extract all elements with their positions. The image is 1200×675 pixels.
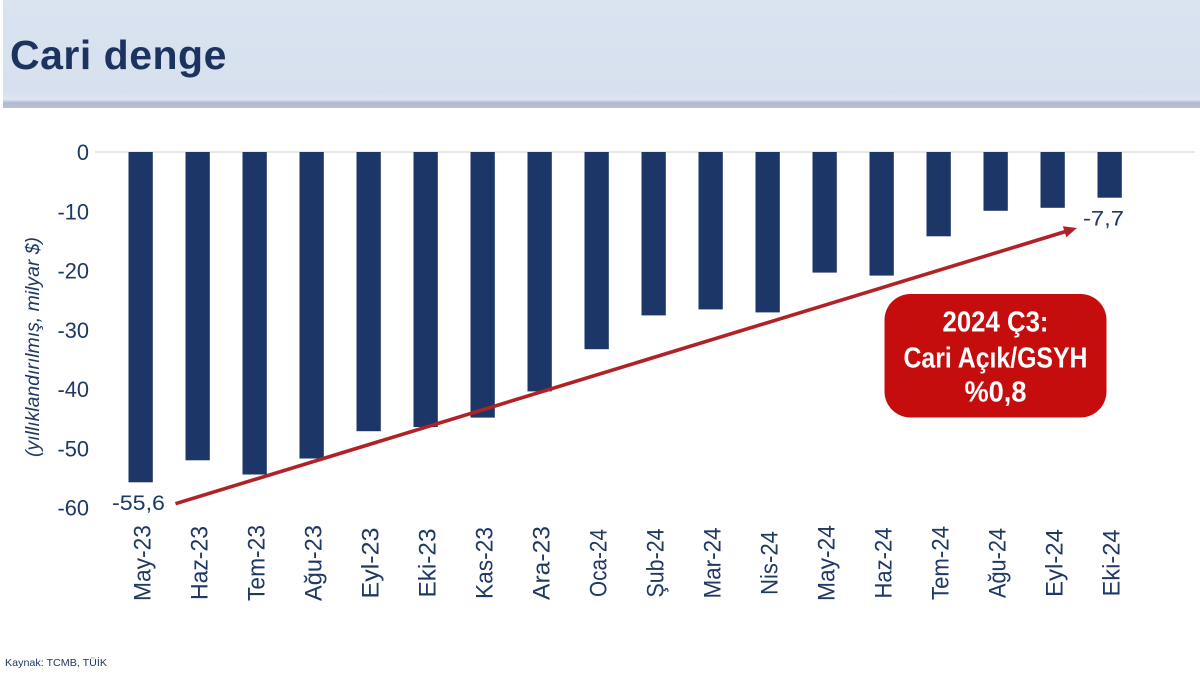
- svg-text:-20: -20: [57, 259, 89, 284]
- svg-text:May-24: May-24: [814, 525, 840, 601]
- svg-text:-30: -30: [57, 318, 89, 343]
- svg-text:-60: -60: [57, 496, 89, 521]
- svg-text:Eyl-24: Eyl-24: [1042, 529, 1068, 597]
- svg-text:-7,7: -7,7: [1083, 208, 1124, 231]
- svg-text:-40: -40: [57, 377, 89, 402]
- svg-text:Cari Açık/GSYH: Cari Açık/GSYH: [904, 343, 1088, 375]
- svg-text:-10: -10: [57, 199, 89, 224]
- svg-text:Ara-23: Ara-23: [529, 526, 555, 600]
- svg-text:Ağu-23: Ağu-23: [301, 525, 327, 601]
- svg-text:2024 Ç3:: 2024 Ç3:: [943, 307, 1049, 339]
- svg-text:Cari denge: Cari denge: [10, 32, 227, 78]
- svg-text:May-23: May-23: [130, 525, 156, 601]
- svg-text:Haz-24: Haz-24: [871, 528, 897, 599]
- svg-text:Eki-24: Eki-24: [1099, 530, 1125, 597]
- svg-text:(yıllıklandırılmış, milyar $): (yıllıklandırılmış, milyar $): [23, 237, 44, 457]
- svg-text:-50: -50: [57, 436, 89, 461]
- svg-text:0: 0: [77, 140, 89, 165]
- svg-text:Kaynak: TCMB, TÜİK: Kaynak: TCMB, TÜİK: [5, 656, 107, 669]
- svg-text:Nis-24: Nis-24: [757, 531, 783, 595]
- svg-text:Eki-23: Eki-23: [415, 529, 441, 598]
- svg-text:%0,8: %0,8: [965, 377, 1027, 409]
- svg-text:Eyl-23: Eyl-23: [358, 528, 384, 599]
- svg-text:Ağu-24: Ağu-24: [985, 528, 1011, 598]
- svg-text:Oca-24: Oca-24: [586, 529, 612, 597]
- svg-text:Kas-23: Kas-23: [472, 527, 498, 599]
- svg-text:Tem-23: Tem-23: [244, 525, 270, 601]
- svg-text:-55,6: -55,6: [112, 492, 165, 515]
- svg-text:Mar-24: Mar-24: [700, 528, 726, 599]
- svg-text:Haz-23: Haz-23: [187, 526, 213, 600]
- svg-text:Şub-24: Şub-24: [643, 529, 669, 598]
- svg-text:Tem-24: Tem-24: [928, 526, 954, 600]
